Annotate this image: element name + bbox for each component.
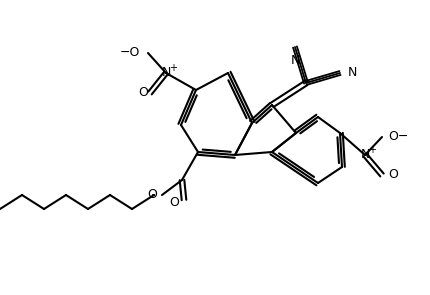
Text: O: O (138, 86, 148, 99)
Text: N: N (360, 148, 370, 161)
Text: N: N (348, 66, 357, 79)
Text: N: N (290, 54, 300, 67)
Text: N: N (161, 66, 171, 79)
Text: +: + (368, 145, 376, 155)
Text: O: O (169, 196, 179, 209)
Text: +: + (169, 63, 177, 73)
Text: O: O (388, 168, 398, 181)
Text: −O: −O (120, 47, 140, 60)
Text: O−: O− (388, 130, 408, 143)
Text: O: O (147, 188, 157, 201)
